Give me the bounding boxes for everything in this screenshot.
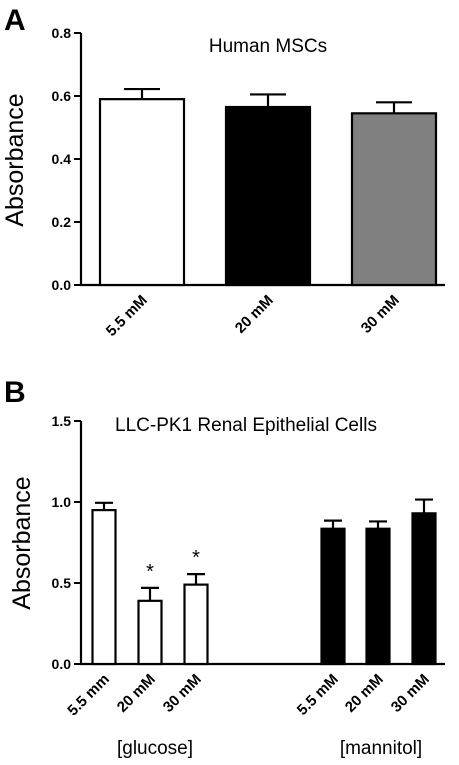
x-tick-label: 20 mM [342,671,387,716]
bar [320,527,346,666]
bar [98,98,186,287]
x-tick-label: 5.5 mM [103,292,151,340]
y-tick-label: 1.5 [52,413,72,429]
y-tick-label: 1.0 [52,494,72,510]
y-tick-label: 0.5 [52,575,72,591]
panel-a-title: Human MSCs [209,36,327,57]
x-tick-label: 5.5 mM [294,671,342,719]
significance-marker: * [146,561,154,583]
y-tick-label: 0.6 [52,88,72,104]
panel-b: B LLC-PK1 Renal Epithelial Cells Absorba… [4,376,445,759]
y-tick-label: 0.2 [52,214,72,230]
bar [91,509,117,666]
panel-b-plot: 0.00.51.01.55.5 mm*20 mM*30 mM 5.5 mM 20 m… [52,413,445,719]
bar [183,583,209,666]
panel-a: A Human MSCs Absorbance 0.0 0.2 0.4 0.6 0.8 5… [1,4,445,340]
significance-marker: * [192,547,200,569]
bar [137,599,163,666]
x-tick-label: 30 mM [358,292,403,337]
panel-b-letter: B [4,376,26,409]
x-tick-label: 30 mM [388,671,433,716]
y-tick-label: 0.8 [52,25,72,41]
bar [224,105,312,287]
group-label-glucose: [glucose] [117,738,193,759]
panel-b-y-axis-label: Absorbance [8,476,36,609]
panel-a-plot: 0.0 0.2 0.4 0.6 0.8 5.5 mM 20 mM 30 mM [52,25,445,340]
x-tick-label: 20 mM [232,292,277,337]
x-tick-label: 30 mM [160,671,205,716]
x-tick-label: 5.5 mm [64,671,113,720]
panel-a-letter: A [4,4,26,37]
y-tick-label: 0.0 [52,277,72,293]
x-tick-label: 20 mM [114,671,159,716]
y-tick-label: 0.0 [52,656,72,672]
panel-b-title: LLC-PK1 Renal Epithelial Cells [115,415,377,436]
y-tick-label: 0.4 [52,151,72,167]
panel-a-y-axis-label: Absorbance [1,93,29,226]
bar [365,527,391,666]
group-label-mannitol: [mannitol] [340,738,422,759]
bar [350,112,438,287]
bar [411,512,437,666]
